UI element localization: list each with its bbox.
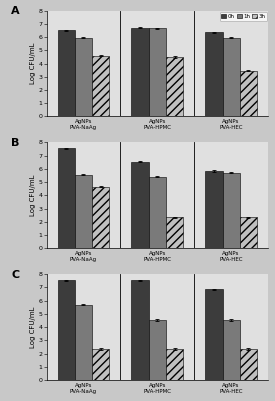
- Bar: [131, 28, 149, 116]
- Y-axis label: Log CFU/mL: Log CFU/mL: [30, 174, 36, 216]
- Bar: [131, 280, 149, 380]
- Text: A: A: [11, 6, 20, 16]
- Bar: [75, 175, 92, 248]
- Bar: [92, 349, 109, 380]
- Bar: [222, 320, 240, 380]
- Bar: [240, 71, 257, 116]
- Bar: [149, 28, 166, 116]
- Bar: [92, 56, 109, 116]
- Bar: [222, 173, 240, 248]
- Bar: [205, 32, 222, 116]
- Y-axis label: Log CFU/mL: Log CFU/mL: [30, 43, 36, 84]
- Bar: [166, 217, 183, 248]
- Bar: [240, 349, 257, 380]
- Bar: [240, 217, 257, 248]
- Bar: [58, 30, 75, 116]
- Legend: 0h, 1h, 3h: 0h, 1h, 3h: [219, 12, 268, 20]
- Text: C: C: [11, 270, 19, 280]
- Bar: [222, 38, 240, 116]
- Bar: [166, 57, 183, 116]
- Bar: [58, 148, 75, 248]
- Bar: [58, 280, 75, 380]
- Bar: [149, 177, 166, 248]
- Bar: [205, 290, 222, 380]
- Bar: [75, 38, 92, 116]
- Bar: [75, 305, 92, 380]
- Bar: [149, 320, 166, 380]
- Bar: [131, 162, 149, 248]
- Bar: [92, 187, 109, 248]
- Y-axis label: Log CFU/mL: Log CFU/mL: [30, 306, 36, 348]
- Bar: [205, 171, 222, 248]
- Text: B: B: [11, 138, 20, 148]
- Bar: [166, 349, 183, 380]
